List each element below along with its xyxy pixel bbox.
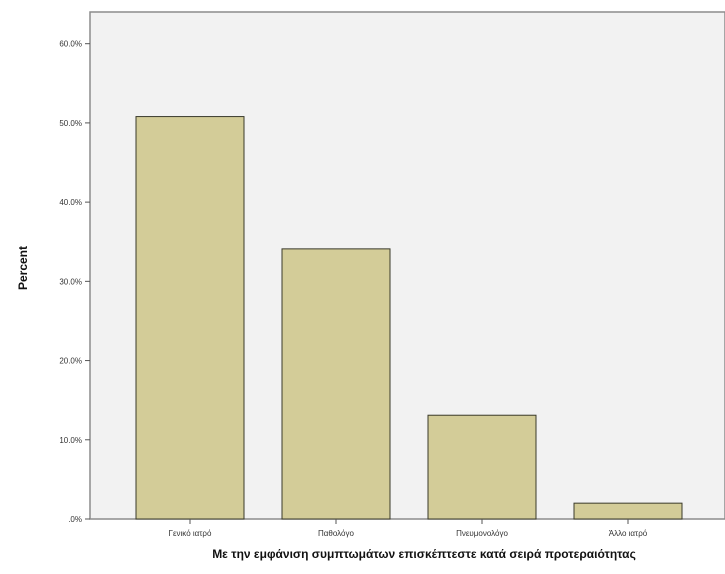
y-tick-label: 50.0% [59, 119, 82, 128]
y-tick-label: 10.0% [59, 436, 82, 445]
y-axis-title: Percent [16, 246, 30, 290]
bar-series [135, 116, 683, 520]
y-tick-label: 60.0% [59, 40, 82, 49]
x-axis-title: Με την εμφάνιση συμπτωμάτων επισκέπτεστε… [212, 547, 636, 561]
x-tick-label: Παθολόγο [318, 529, 354, 538]
y-tick-label: 30.0% [59, 277, 82, 286]
bar [135, 116, 245, 520]
x-tick-label: Γενικό ιατρό [169, 529, 212, 538]
y-tick-label: 40.0% [59, 198, 82, 207]
y-tick-label: .0% [68, 515, 82, 524]
x-tick-label: Άλλο ιατρό [609, 529, 648, 538]
y-tick-label: 20.0% [59, 357, 82, 366]
x-tick-label: Πνευμονολόγο [456, 529, 508, 538]
x-axis-ticks: Γενικό ιατρό Παθολόγο Πνευμονολόγο Άλλο ιατ… [169, 519, 648, 538]
bar [573, 502, 683, 520]
y-axis-ticks: .0% 10.0% 20.0% 30.0% 40.0% 50.0% 60.0% [59, 40, 90, 524]
bar [281, 248, 391, 520]
bar [427, 414, 537, 520]
